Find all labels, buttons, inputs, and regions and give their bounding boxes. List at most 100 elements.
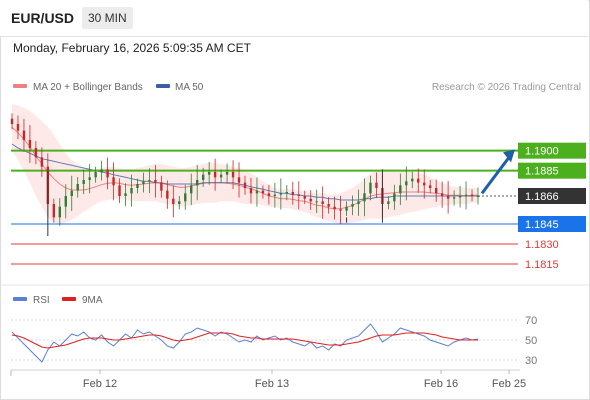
candle bbox=[417, 168, 420, 193]
candle bbox=[58, 198, 61, 226]
candle bbox=[22, 118, 26, 152]
candle bbox=[476, 187, 480, 205]
candle bbox=[196, 165, 199, 201]
candle bbox=[339, 196, 342, 224]
legend-label-rsi-ma: 9MA bbox=[82, 295, 103, 306]
candle bbox=[327, 197, 330, 214]
timeframe-badge[interactable]: 30 MIN bbox=[82, 7, 133, 29]
candle bbox=[166, 180, 169, 209]
candle bbox=[267, 184, 271, 205]
candle bbox=[434, 179, 438, 202]
candle bbox=[464, 181, 468, 210]
candle bbox=[16, 115, 20, 140]
candle bbox=[470, 189, 474, 202]
candle bbox=[363, 178, 366, 217]
level-tag-0 bbox=[518, 142, 586, 159]
watermark: Research © 2026 Trading Central bbox=[432, 82, 581, 93]
candle bbox=[225, 163, 229, 184]
candle bbox=[219, 169, 223, 183]
bollinger-band-layer bbox=[12, 104, 478, 224]
candle bbox=[88, 164, 91, 194]
candle bbox=[124, 183, 127, 207]
rsi-layer: 70 50 30 bbox=[11, 315, 537, 367]
candle bbox=[333, 196, 336, 220]
legend-swatch-rsi bbox=[13, 297, 27, 301]
candle bbox=[237, 162, 241, 198]
candle bbox=[40, 147, 44, 177]
candle bbox=[357, 189, 360, 216]
x-tick-label: Feb 25 bbox=[492, 378, 526, 390]
candlestick-layer bbox=[10, 113, 480, 236]
legend-label-ma20: MA 20 + Bollinger Bands bbox=[33, 82, 143, 93]
level-label-4: 1.1830 bbox=[525, 239, 559, 251]
level-label-2: 1.1866 bbox=[525, 191, 559, 203]
candle bbox=[297, 181, 300, 210]
legend-swatch-rsi-ma bbox=[62, 297, 76, 301]
legend-label-ma50: MA 50 bbox=[175, 82, 204, 93]
candle bbox=[387, 196, 390, 210]
level-labels-layer: 1.1900 1.1885 1.1866 1.1845 1.1830 1.1815 bbox=[518, 142, 586, 271]
level-tag-2 bbox=[518, 188, 586, 204]
x-tick-label: Feb 12 bbox=[83, 378, 117, 390]
candle bbox=[273, 182, 277, 208]
forecast-arrow-layer bbox=[480, 149, 515, 195]
candle bbox=[303, 190, 306, 204]
candle bbox=[118, 178, 121, 203]
candle bbox=[440, 181, 444, 208]
candle bbox=[190, 173, 193, 206]
candle bbox=[148, 168, 151, 194]
rsi-tick-label-70: 70 bbox=[525, 315, 537, 327]
candle bbox=[82, 169, 85, 195]
candle bbox=[399, 173, 402, 206]
candle bbox=[207, 161, 211, 185]
legend-label-rsi: RSI bbox=[33, 295, 50, 306]
candle bbox=[285, 185, 289, 201]
candle bbox=[261, 185, 265, 199]
level-label-1: 1.1885 bbox=[525, 166, 559, 178]
candle bbox=[136, 178, 139, 194]
candle bbox=[446, 181, 450, 214]
candle bbox=[213, 158, 217, 191]
candle bbox=[369, 175, 372, 201]
candle bbox=[70, 175, 73, 211]
candle bbox=[279, 178, 283, 210]
bollinger-band-area bbox=[12, 104, 478, 224]
candle bbox=[375, 172, 378, 199]
candle bbox=[94, 166, 97, 183]
main-legend: MA 20 + Bollinger Bands MA 50 Research ©… bbox=[13, 82, 581, 93]
candle bbox=[112, 162, 115, 201]
candle bbox=[321, 186, 324, 219]
candle bbox=[106, 157, 109, 190]
candle bbox=[28, 125, 32, 163]
candle bbox=[291, 181, 294, 205]
candle bbox=[10, 113, 14, 130]
candle bbox=[160, 175, 163, 198]
candle bbox=[130, 174, 133, 207]
candle bbox=[345, 201, 348, 216]
rsi-line bbox=[11, 323, 479, 363]
legend-swatch-ma20 bbox=[13, 84, 27, 88]
candle bbox=[405, 166, 408, 201]
candle bbox=[249, 177, 253, 204]
candle bbox=[393, 184, 396, 210]
candle bbox=[429, 180, 432, 194]
rsi-tick-label-50: 50 bbox=[525, 335, 537, 347]
candle bbox=[411, 171, 414, 189]
level-label-5: 1.1815 bbox=[525, 259, 559, 271]
candle bbox=[255, 177, 259, 207]
candle bbox=[458, 185, 462, 208]
rsi-tick-label-30: 30 bbox=[525, 355, 537, 367]
x-axis: Feb 12 Feb 13 Feb 16 Feb 25 bbox=[10, 370, 526, 390]
legend-swatch-ma50 bbox=[156, 84, 170, 88]
header-bar: EUR/USD 30 MIN bbox=[0, 0, 588, 37]
candle bbox=[315, 189, 318, 214]
candle bbox=[76, 177, 79, 198]
candle bbox=[154, 165, 157, 198]
candle bbox=[452, 190, 456, 206]
candle bbox=[64, 184, 67, 219]
candle bbox=[309, 190, 312, 210]
x-tick-label: Feb 13 bbox=[255, 378, 289, 390]
candle bbox=[231, 160, 235, 190]
candle bbox=[100, 160, 103, 181]
